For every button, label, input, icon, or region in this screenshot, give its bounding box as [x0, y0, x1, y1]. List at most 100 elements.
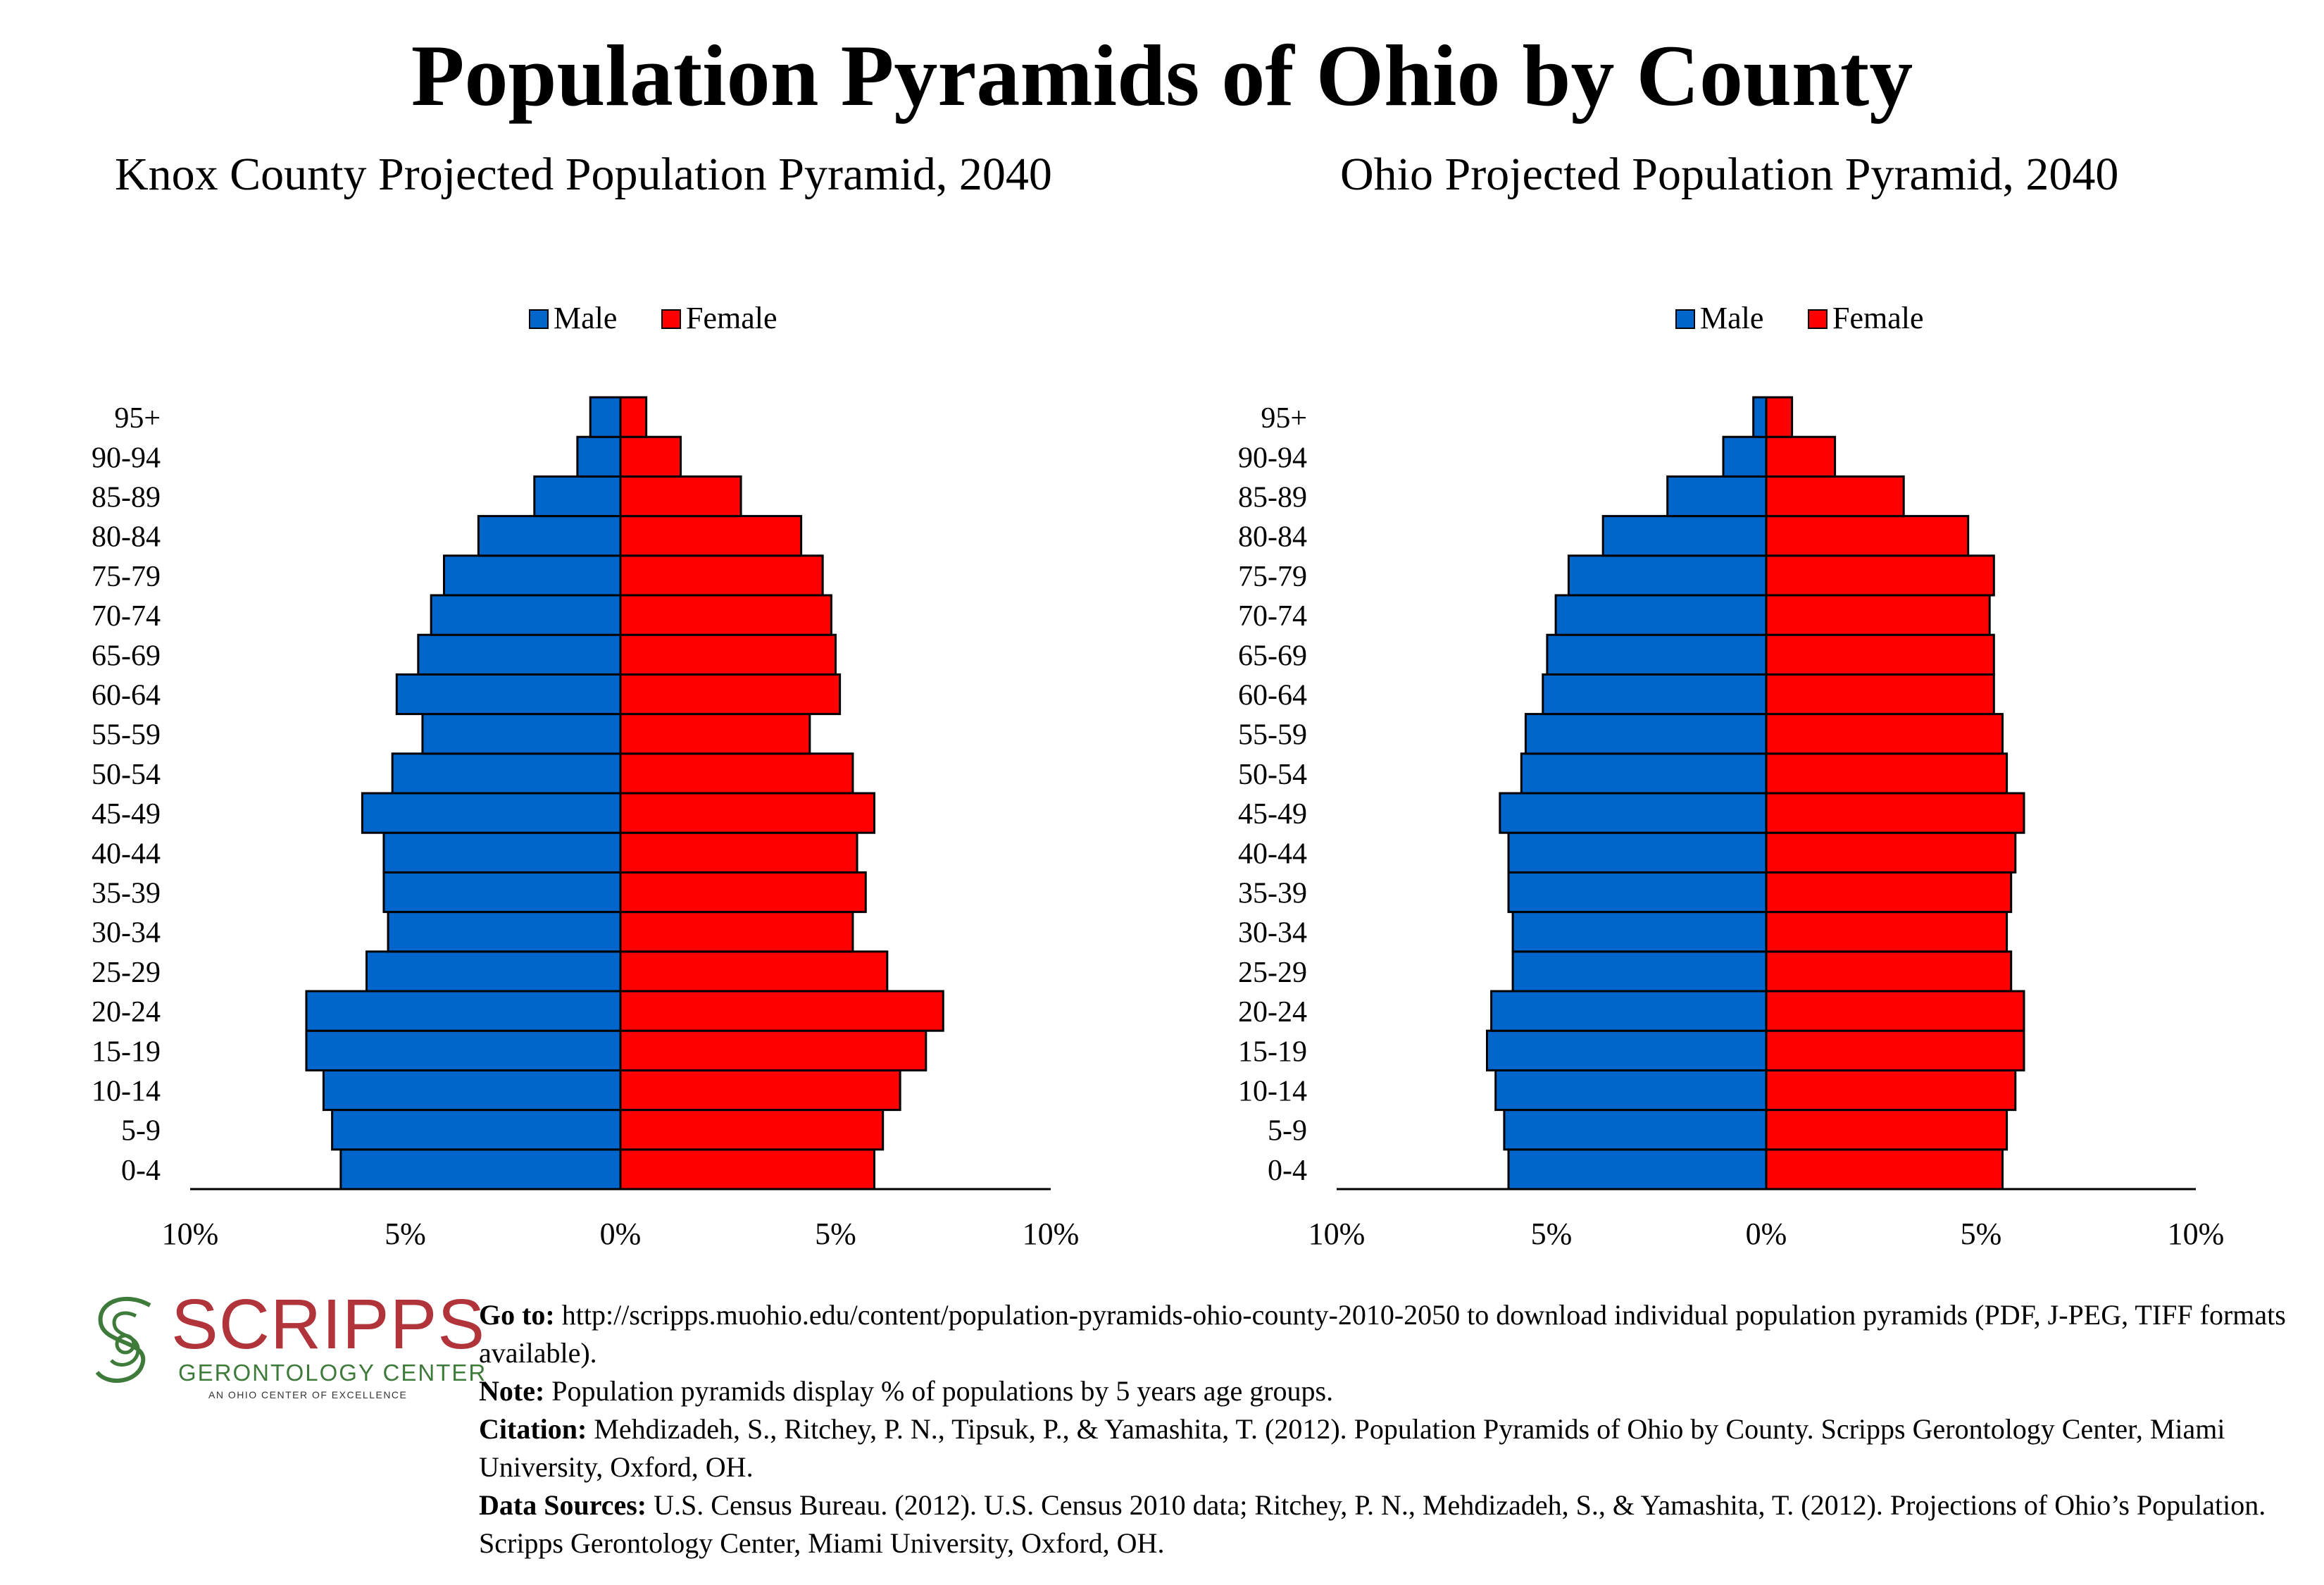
ohio-male-bar-85-89	[1666, 475, 1768, 518]
ohio-male-bar-50-54	[1520, 752, 1768, 795]
knox-age-label: 75-79	[92, 561, 161, 593]
sources-label: Data Sources:	[479, 1489, 647, 1521]
knox-female-bar-0-4	[619, 1148, 875, 1191]
sources-note: Data Sources: U.S. Census Bureau. (2012)…	[479, 1486, 2310, 1562]
knox-legend-female-label: Female	[686, 301, 777, 335]
ohio-male-bar-90-94	[1722, 435, 1768, 478]
knox-male-bar-50-54	[391, 752, 622, 795]
knox-female-bar-25-29	[619, 950, 889, 993]
knox-age-label: 50-54	[92, 759, 161, 791]
ohio-age-label: 70-74	[1238, 600, 1307, 633]
ohio-female-bar-90-94	[1765, 435, 1837, 478]
knox-x-tick-label: 0%	[600, 1217, 642, 1251]
knox-female-bar-85-89	[619, 475, 742, 518]
citation-label: Citation:	[479, 1413, 587, 1445]
ohio-female-bar-10-14	[1765, 1069, 2017, 1112]
ohio-female-bar-0-4	[1765, 1148, 2004, 1191]
knox-female-bar-40-44	[619, 831, 858, 874]
knox-age-label: 0-4	[121, 1155, 161, 1187]
knox-legend-male-label: Male	[554, 301, 617, 335]
ohio-female-bar-80-84	[1765, 515, 1970, 557]
knox-female-bar-75-79	[619, 554, 824, 597]
goto-label: Go to:	[479, 1299, 555, 1331]
knox-age-label: 55-59	[92, 719, 161, 752]
ohio-age-label: 30-34	[1238, 917, 1307, 950]
ohio-female-bar-40-44	[1765, 831, 2017, 874]
knox-x-tick-label: 10%	[162, 1217, 219, 1251]
ohio-male-bar-80-84	[1601, 515, 1768, 557]
knox-male-bar-45-49	[361, 792, 622, 834]
knox-female-bar-80-84	[619, 515, 803, 557]
ohio-age-label: 65-69	[1238, 640, 1307, 672]
ohio-x-tick-label: 10%	[1308, 1217, 1366, 1251]
ohio-legend-female-swatch	[1808, 309, 1828, 329]
knox-female-bar-50-54	[619, 752, 854, 795]
knox-age-label: 40-44	[92, 838, 161, 870]
ohio-chart-title: Ohio Projected Population Pyramid, 2040	[1340, 149, 2119, 200]
knox-female-bar-95+	[619, 396, 648, 438]
citation-note: Citation: Mehdizadeh, S., Ritchey, P. N.…	[479, 1410, 2310, 1486]
ohio-female-bar-55-59	[1765, 713, 2004, 755]
ohio-male-bar-25-29	[1511, 950, 1768, 993]
knox-male-bar-0-4	[339, 1148, 622, 1191]
ohio-male-bar-55-59	[1524, 713, 1768, 755]
goto-note: Go to: http://scripps.muohio.edu/content…	[479, 1296, 2310, 1372]
ohio-male-bar-5-9	[1503, 1109, 1768, 1151]
knox-female-bar-55-59	[619, 713, 811, 755]
knox-age-label: 45-49	[92, 798, 161, 831]
ohio-age-label: 0-4	[1268, 1155, 1307, 1187]
knox-age-label: 65-69	[92, 640, 161, 672]
knox-male-bar-85-89	[533, 475, 622, 518]
main-title: Population Pyramids of Ohio by County	[411, 27, 1913, 124]
ohio-age-label: 75-79	[1238, 561, 1307, 593]
ohio-age-label: 10-14	[1238, 1076, 1307, 1108]
knox-male-bar-60-64	[395, 673, 622, 716]
knox-female-bar-5-9	[619, 1109, 885, 1151]
knox-female-bar-15-19	[619, 1029, 927, 1071]
ohio-male-bar-60-64	[1542, 673, 1768, 716]
ohio-male-bar-15-19	[1486, 1029, 1768, 1071]
knox-male-bar-10-14	[322, 1069, 622, 1112]
ohio-male-bar-95+	[1752, 396, 1768, 438]
knox-male-bar-35-39	[382, 871, 622, 914]
ohio-male-bar-0-4	[1507, 1148, 1768, 1191]
knox-female-bar-10-14	[619, 1069, 901, 1112]
ohio-female-bar-25-29	[1765, 950, 2013, 993]
ohio-age-label: 60-64	[1238, 680, 1307, 712]
knox-age-label: 20-24	[92, 996, 161, 1028]
knox-female-bar-90-94	[619, 435, 682, 478]
knox-female-bar-65-69	[619, 633, 837, 676]
ohio-age-label: 15-19	[1238, 1036, 1307, 1068]
knox-male-bar-95+	[589, 396, 622, 438]
ohio-male-bar-35-39	[1507, 871, 1768, 914]
knox-male-bar-15-19	[305, 1029, 622, 1071]
sources-text: U.S. Census Bureau. (2012). U.S. Census …	[479, 1489, 2266, 1559]
knox-male-bar-40-44	[382, 831, 622, 874]
logo-wordmark: SCRIPPS	[171, 1285, 486, 1364]
ohio-age-label: 90-94	[1238, 442, 1307, 474]
knox-age-label: 30-34	[92, 917, 161, 950]
ohio-age-label: 55-59	[1238, 719, 1307, 752]
ohio-male-bar-70-74	[1554, 594, 1768, 636]
ohio-legend-female-label: Female	[1832, 301, 1924, 335]
ohio-female-bar-75-79	[1765, 554, 1995, 597]
ohio-female-bar-60-64	[1765, 673, 1995, 716]
ohio-male-bar-40-44	[1507, 831, 1768, 874]
knox-male-bar-20-24	[305, 990, 622, 1032]
knox-age-label: 95+	[114, 402, 161, 435]
citation-text: Mehdizadeh, S., Ritchey, P. N., Tipsuk, …	[479, 1413, 2225, 1483]
scripps-swirl-icon	[95, 1297, 151, 1383]
ohio-age-label: 20-24	[1238, 996, 1307, 1028]
logo-subtitle: GERONTOLOGY CENTER	[178, 1360, 487, 1386]
knox-age-label: 35-39	[92, 878, 161, 910]
note-line: Note: Population pyramids display % of p…	[479, 1372, 2310, 1410]
ohio-age-label: 35-39	[1238, 878, 1307, 910]
ohio-legend-male-label: Male	[1700, 301, 1763, 335]
ohio-age-label: 95+	[1261, 402, 1307, 435]
ohio-female-bar-35-39	[1765, 871, 2013, 914]
ohio-age-label: 85-89	[1238, 482, 1307, 514]
ohio-male-bar-20-24	[1490, 990, 1768, 1032]
knox-female-bar-60-64	[619, 673, 842, 716]
ohio-x-tick-label: 5%	[1961, 1217, 2002, 1251]
knox-male-bar-70-74	[430, 594, 622, 636]
